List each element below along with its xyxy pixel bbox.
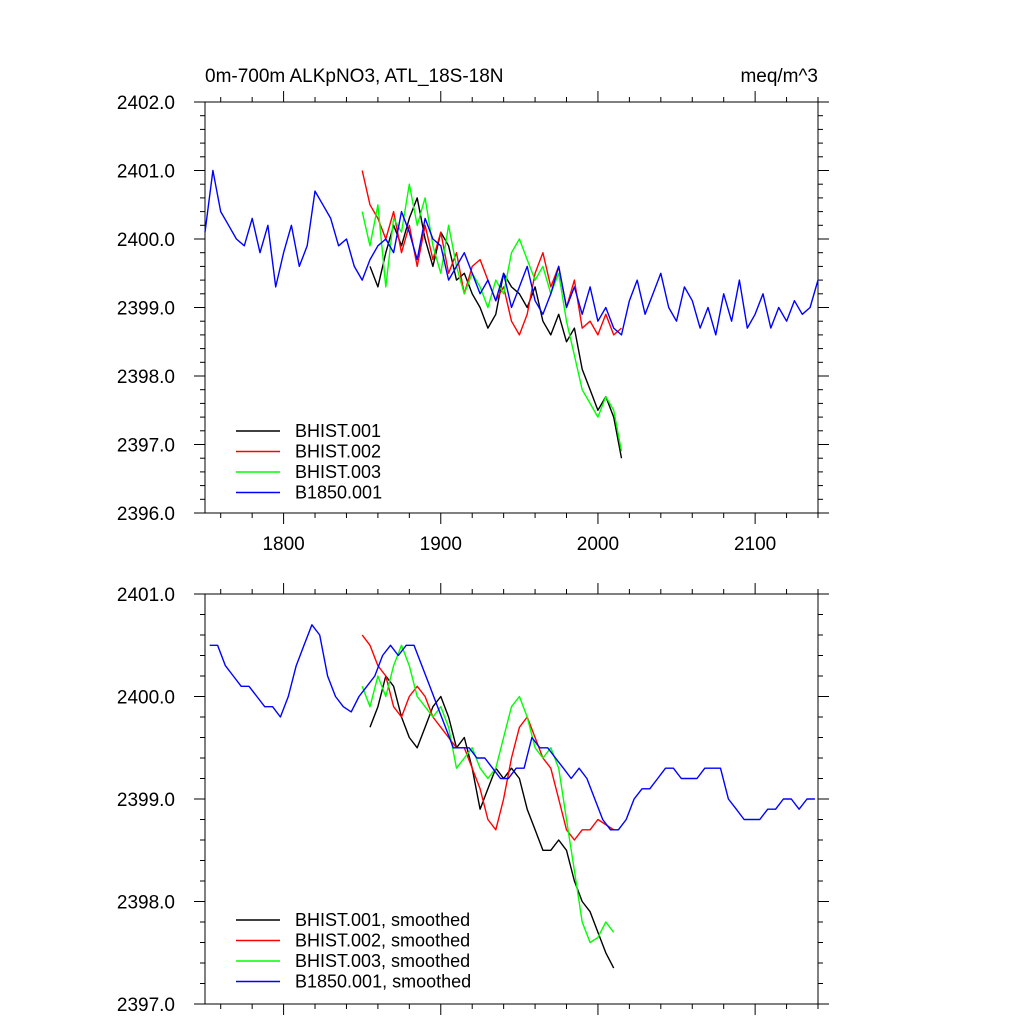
y-tick-label: 2397.0	[117, 436, 175, 457]
series-line	[369, 675, 615, 969]
y-tick-label: 2400.0	[117, 230, 175, 251]
series-line	[361, 183, 623, 452]
top-panel: 0m-700m ALKpNO3, ATL_18S-18N meq/m^3 180…	[117, 66, 829, 555]
series-line	[204, 169, 819, 336]
y-tick-label: 2400.0	[117, 688, 175, 709]
legend-label: BHIST.001, smoothed	[295, 910, 470, 930]
legend-label: B1850.001, smoothed	[295, 972, 471, 992]
bottom-series-group	[209, 624, 815, 969]
legend-label: BHIST.003, smoothed	[295, 951, 470, 971]
legend-label: BHIST.002	[295, 442, 381, 462]
x-tick-label: 2100	[734, 534, 776, 555]
series-line	[361, 644, 615, 944]
legend-label: B1850.001	[295, 483, 382, 503]
bottom-panel: 2397.0 2398.0 2399.0 2400.0 2401.0 BHIST.001…	[117, 583, 829, 1016]
series-line	[369, 197, 623, 459]
y-tick-label: 2401.0	[117, 162, 175, 183]
y-tick-label: 2398.0	[117, 893, 175, 914]
y-tick-label: 2401.0	[117, 585, 175, 606]
series-line	[209, 624, 815, 831]
y-tick-label: 2397.0	[117, 995, 175, 1016]
legend-label: BHIST.003	[295, 462, 381, 482]
legend-label: BHIST.002, smoothed	[295, 931, 470, 951]
series-line	[361, 170, 622, 336]
y-tick-label: 2402.0	[117, 93, 175, 114]
bottom-axis-ticks: 2397.0 2398.0 2399.0 2400.0 2401.0	[117, 583, 829, 1016]
top-series-group	[204, 169, 819, 459]
x-tick-label: 2000	[577, 534, 619, 555]
y-tick-label: 2398.0	[117, 367, 175, 388]
top-axis-ticks: 1800 1900 2000 2100 2396.0 2397.0 2398.0 2399.0…	[117, 91, 829, 555]
legend-label: BHIST.001	[295, 421, 381, 441]
top-units: meq/m^3	[740, 66, 818, 87]
top-title: 0m-700m ALKpNO3, ATL_18S-18N	[205, 66, 504, 87]
y-tick-label: 2396.0	[117, 504, 175, 525]
x-tick-label: 1800	[262, 534, 304, 555]
series-line	[361, 634, 615, 841]
y-tick-label: 2399.0	[117, 299, 175, 320]
y-tick-label: 2399.0	[117, 790, 175, 811]
x-tick-label: 1900	[420, 534, 462, 555]
